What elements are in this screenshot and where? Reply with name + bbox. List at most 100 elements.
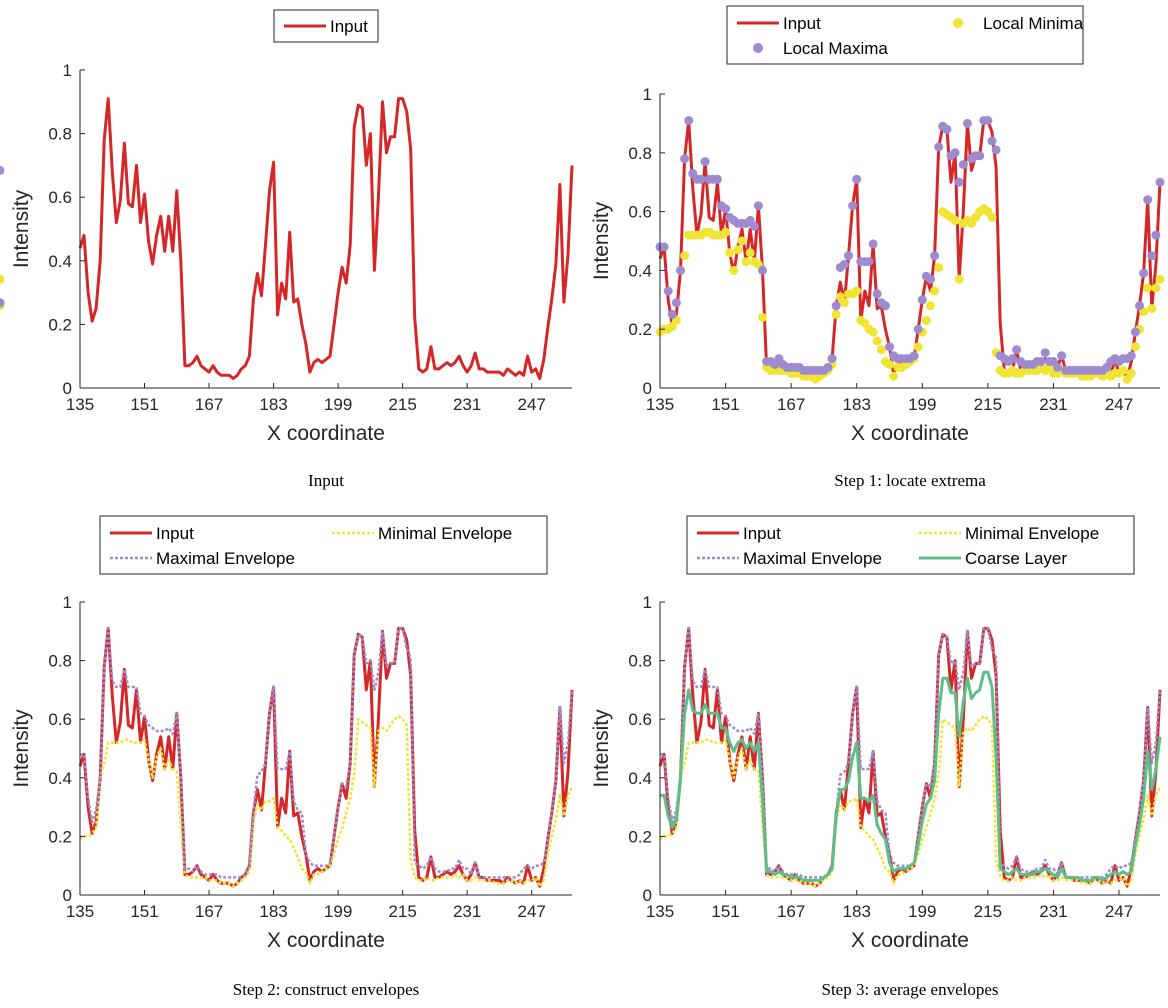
x-tick-label: 199 bbox=[908, 395, 936, 414]
point-local-minima bbox=[741, 257, 751, 267]
point-local-maxima bbox=[758, 265, 767, 275]
point-local-maxima bbox=[852, 174, 862, 184]
point-local-maxima bbox=[1143, 195, 1153, 205]
x-tick-label: 183 bbox=[843, 902, 871, 921]
point-local-maxima bbox=[823, 362, 833, 372]
series-local-maxima bbox=[0, 116, 1165, 375]
point-local-maxima bbox=[844, 251, 853, 261]
panel-caption: Step 3: average envelopes bbox=[821, 980, 998, 999]
point-local-maxima bbox=[663, 286, 673, 296]
point-local-minima bbox=[872, 336, 882, 346]
x-tick-label: 231 bbox=[1039, 902, 1067, 921]
point-local-maxima bbox=[909, 351, 919, 361]
point-local-maxima bbox=[868, 239, 878, 249]
point-local-maxima bbox=[864, 257, 874, 267]
x-tick-label: 215 bbox=[974, 902, 1002, 921]
point-local-minima bbox=[839, 298, 849, 308]
point-local-maxima bbox=[942, 124, 952, 134]
legend-label-input: Input bbox=[743, 524, 781, 543]
y-tick-label: 0.6 bbox=[48, 710, 72, 729]
panel-caption: Step 1: locate extrema bbox=[834, 471, 986, 490]
x-tick-label: 231 bbox=[1039, 395, 1067, 414]
y-tick-label: 0.4 bbox=[48, 769, 72, 788]
point-local-minima bbox=[852, 286, 862, 296]
y-tick-label: 0.8 bbox=[48, 125, 72, 144]
point-local-maxima bbox=[1139, 268, 1149, 278]
x-tick-label: 215 bbox=[388, 902, 416, 921]
legend-label-coarse-layer: Coarse Layer bbox=[965, 549, 1067, 568]
series-maximal-envelope bbox=[80, 627, 574, 879]
y-tick-label: 0.4 bbox=[628, 769, 652, 788]
point-local-maxima bbox=[930, 251, 940, 261]
point-local-minima bbox=[680, 251, 690, 261]
x-axis-label: X coordinate bbox=[267, 422, 385, 445]
chart-panel-4: 135 151 167 183 199 215 231 247 0 0.2 0.4 0.6 0.8 1 X … bbox=[590, 515, 1162, 999]
point-local-maxima bbox=[700, 157, 710, 167]
point-local-minima bbox=[930, 286, 940, 296]
y-axis-label: Intensity bbox=[590, 709, 613, 788]
x-axis-label: X coordinate bbox=[851, 422, 969, 445]
x-tick-label: 167 bbox=[195, 902, 223, 921]
point-local-maxima bbox=[1008, 354, 1017, 364]
y-tick-label: 0.4 bbox=[628, 261, 652, 280]
point-local-minima bbox=[889, 371, 899, 381]
point-local-maxima bbox=[1126, 351, 1136, 361]
point-local-minima bbox=[1130, 342, 1140, 352]
point-local-maxima bbox=[1053, 362, 1062, 372]
legend-box bbox=[726, 5, 1084, 65]
x-tick-label: 183 bbox=[259, 902, 287, 921]
y-tick-label: 0.2 bbox=[48, 827, 72, 846]
y-axis-label: Intensity bbox=[10, 709, 33, 788]
point-local-minima bbox=[934, 263, 944, 272]
y-tick-label: 0 bbox=[643, 886, 652, 905]
y-axis-label: Intensity bbox=[590, 201, 613, 280]
point-local-minima bbox=[1118, 365, 1128, 375]
y-tick-label: 0 bbox=[63, 379, 72, 398]
y-tick-label: 1 bbox=[643, 593, 652, 612]
series-input bbox=[78, 626, 574, 888]
point-local-maxima bbox=[659, 242, 669, 252]
x-tick-label: 231 bbox=[453, 395, 481, 414]
point-local-maxima bbox=[991, 145, 1001, 155]
x-axis-label: X coordinate bbox=[267, 929, 385, 952]
point-local-maxima bbox=[885, 342, 894, 352]
point-local-minima bbox=[0, 274, 5, 284]
point-local-maxima bbox=[872, 289, 882, 299]
legend-label-local-maxima: Local Maxima bbox=[783, 39, 888, 58]
x-tick-label: 135 bbox=[66, 902, 94, 921]
point-local-minima bbox=[721, 227, 731, 237]
y-tick-label: 0.4 bbox=[48, 252, 72, 271]
legend: Input Local Minima Local Maxima bbox=[726, 5, 1084, 65]
x-tick-label: 183 bbox=[259, 395, 287, 414]
legend-label-maximal-envelope: Maximal Envelope bbox=[743, 549, 882, 568]
x-tick-label: 167 bbox=[777, 395, 805, 414]
x-tick-label: 231 bbox=[453, 902, 481, 921]
x-tick-label: 167 bbox=[777, 902, 805, 921]
x-tick-label: 183 bbox=[843, 395, 871, 414]
point-local-minima bbox=[913, 342, 923, 352]
point-local-maxima bbox=[831, 301, 841, 311]
x-tick-label: 247 bbox=[517, 902, 545, 921]
legend-label-maximal-envelope: Maximal Envelope bbox=[156, 549, 295, 568]
point-local-minima bbox=[1155, 274, 1165, 284]
point-local-minima bbox=[1151, 283, 1161, 293]
legend-label-local-minima: Local Minima bbox=[983, 14, 1084, 33]
series-minimal-envelope bbox=[659, 715, 1162, 888]
point-local-minima bbox=[921, 315, 931, 325]
point-local-maxima bbox=[913, 324, 923, 334]
point-local-maxima bbox=[827, 354, 837, 364]
series-input bbox=[78, 97, 574, 380]
x-axis-label: X coordinate bbox=[851, 929, 969, 952]
point-local-maxima bbox=[880, 301, 890, 311]
x-tick-label: 247 bbox=[1105, 902, 1133, 921]
x-tick-label: 135 bbox=[646, 395, 674, 414]
point-local-maxima bbox=[1057, 351, 1067, 361]
point-local-minima bbox=[733, 245, 743, 255]
legend-label-input: Input bbox=[330, 17, 368, 36]
point-local-minima bbox=[1147, 304, 1157, 314]
point-local-maxima bbox=[671, 298, 681, 308]
point-local-minima bbox=[758, 312, 767, 322]
point-local-minima bbox=[868, 327, 878, 337]
point-local-maxima bbox=[917, 295, 927, 305]
x-tick-label: 199 bbox=[908, 902, 936, 921]
